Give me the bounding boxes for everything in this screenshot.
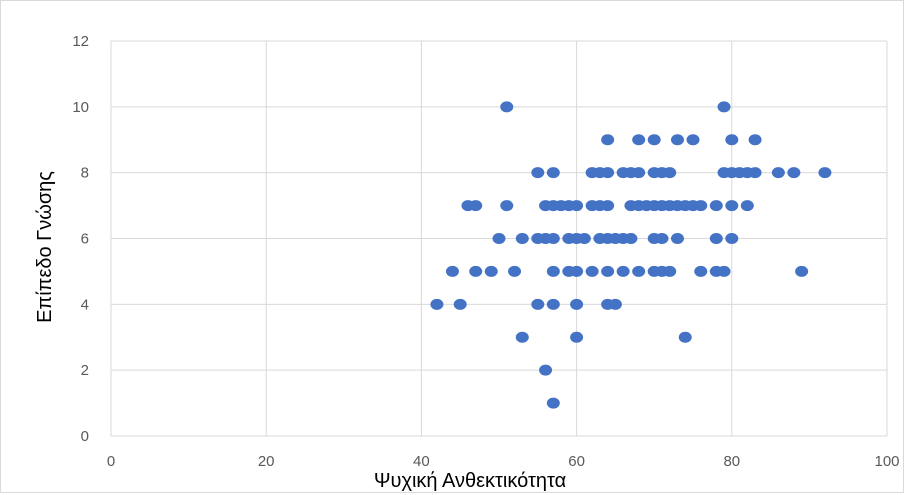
data-point bbox=[484, 265, 498, 277]
y-tick-label: 6 bbox=[81, 231, 89, 248]
data-point bbox=[453, 298, 467, 310]
data-point bbox=[748, 134, 762, 146]
data-point bbox=[624, 233, 638, 244]
x-tick-label: 60 bbox=[568, 453, 585, 470]
data-point bbox=[795, 265, 809, 277]
data-point bbox=[570, 200, 584, 212]
data-point bbox=[601, 200, 615, 212]
y-tick-labels: 0 2 4 6 8 10 12 bbox=[72, 33, 89, 445]
data-point bbox=[515, 233, 529, 244]
data-point bbox=[546, 233, 560, 244]
data-point bbox=[546, 167, 560, 179]
x-tick-label: 100 bbox=[874, 453, 899, 470]
data-point bbox=[430, 298, 444, 310]
data-point bbox=[632, 134, 646, 146]
data-point bbox=[647, 134, 661, 146]
data-point bbox=[725, 134, 739, 146]
data-point bbox=[515, 331, 529, 343]
data-point bbox=[748, 167, 762, 179]
x-tick-label: 40 bbox=[413, 453, 430, 470]
data-point bbox=[632, 167, 646, 179]
data-point bbox=[717, 265, 731, 277]
data-point bbox=[740, 200, 754, 212]
data-point bbox=[492, 233, 506, 244]
x-tick-label: 80 bbox=[723, 453, 740, 470]
data-point bbox=[818, 167, 832, 179]
y-tick-label: 10 bbox=[72, 99, 89, 116]
data-point bbox=[678, 331, 692, 343]
x-tick-labels: 0 20 40 60 80 100 bbox=[107, 453, 900, 470]
y-tick-label: 4 bbox=[81, 296, 89, 313]
data-point bbox=[531, 298, 545, 310]
data-point bbox=[570, 298, 584, 310]
data-point bbox=[585, 265, 599, 277]
data-point bbox=[709, 233, 723, 244]
data-point bbox=[686, 134, 700, 146]
data-point bbox=[601, 265, 615, 277]
data-point bbox=[546, 298, 560, 310]
data-point bbox=[655, 233, 669, 244]
y-tick-label: 12 bbox=[72, 33, 89, 50]
x-axis-title: Ψυχική Ανθεκτικότητα bbox=[374, 470, 566, 492]
data-point bbox=[469, 265, 483, 277]
data-point bbox=[445, 265, 459, 277]
y-tick-label: 0 bbox=[81, 428, 89, 445]
data-point bbox=[725, 200, 739, 212]
data-point bbox=[670, 134, 684, 146]
data-point bbox=[570, 265, 584, 277]
y-axis-title: Επίπεδο Γνώσης bbox=[34, 171, 56, 323]
data-point bbox=[570, 331, 584, 343]
data-point bbox=[694, 265, 708, 277]
data-points bbox=[430, 101, 832, 409]
data-point bbox=[546, 397, 560, 409]
data-point bbox=[508, 265, 522, 277]
data-point bbox=[546, 265, 560, 277]
y-tick-label: 8 bbox=[81, 165, 89, 182]
data-point bbox=[531, 167, 545, 179]
data-point bbox=[632, 265, 646, 277]
data-point bbox=[709, 200, 723, 212]
data-point bbox=[694, 200, 708, 212]
data-point bbox=[539, 364, 553, 376]
data-point bbox=[663, 167, 677, 179]
data-point bbox=[787, 167, 801, 179]
data-point bbox=[616, 265, 630, 277]
y-tick-label: 2 bbox=[81, 362, 89, 379]
x-tick-label: 0 bbox=[107, 453, 115, 470]
data-point bbox=[725, 233, 739, 244]
data-point bbox=[670, 233, 684, 244]
data-point bbox=[577, 233, 591, 244]
data-point bbox=[717, 101, 731, 113]
data-point bbox=[601, 167, 615, 179]
gridlines bbox=[110, 40, 888, 437]
data-point bbox=[469, 200, 483, 212]
data-point bbox=[663, 265, 677, 277]
data-point bbox=[771, 167, 785, 179]
data-point bbox=[601, 134, 615, 146]
data-point bbox=[608, 298, 622, 310]
data-point bbox=[500, 200, 514, 212]
x-tick-label: 20 bbox=[258, 453, 275, 470]
data-point bbox=[500, 101, 514, 113]
